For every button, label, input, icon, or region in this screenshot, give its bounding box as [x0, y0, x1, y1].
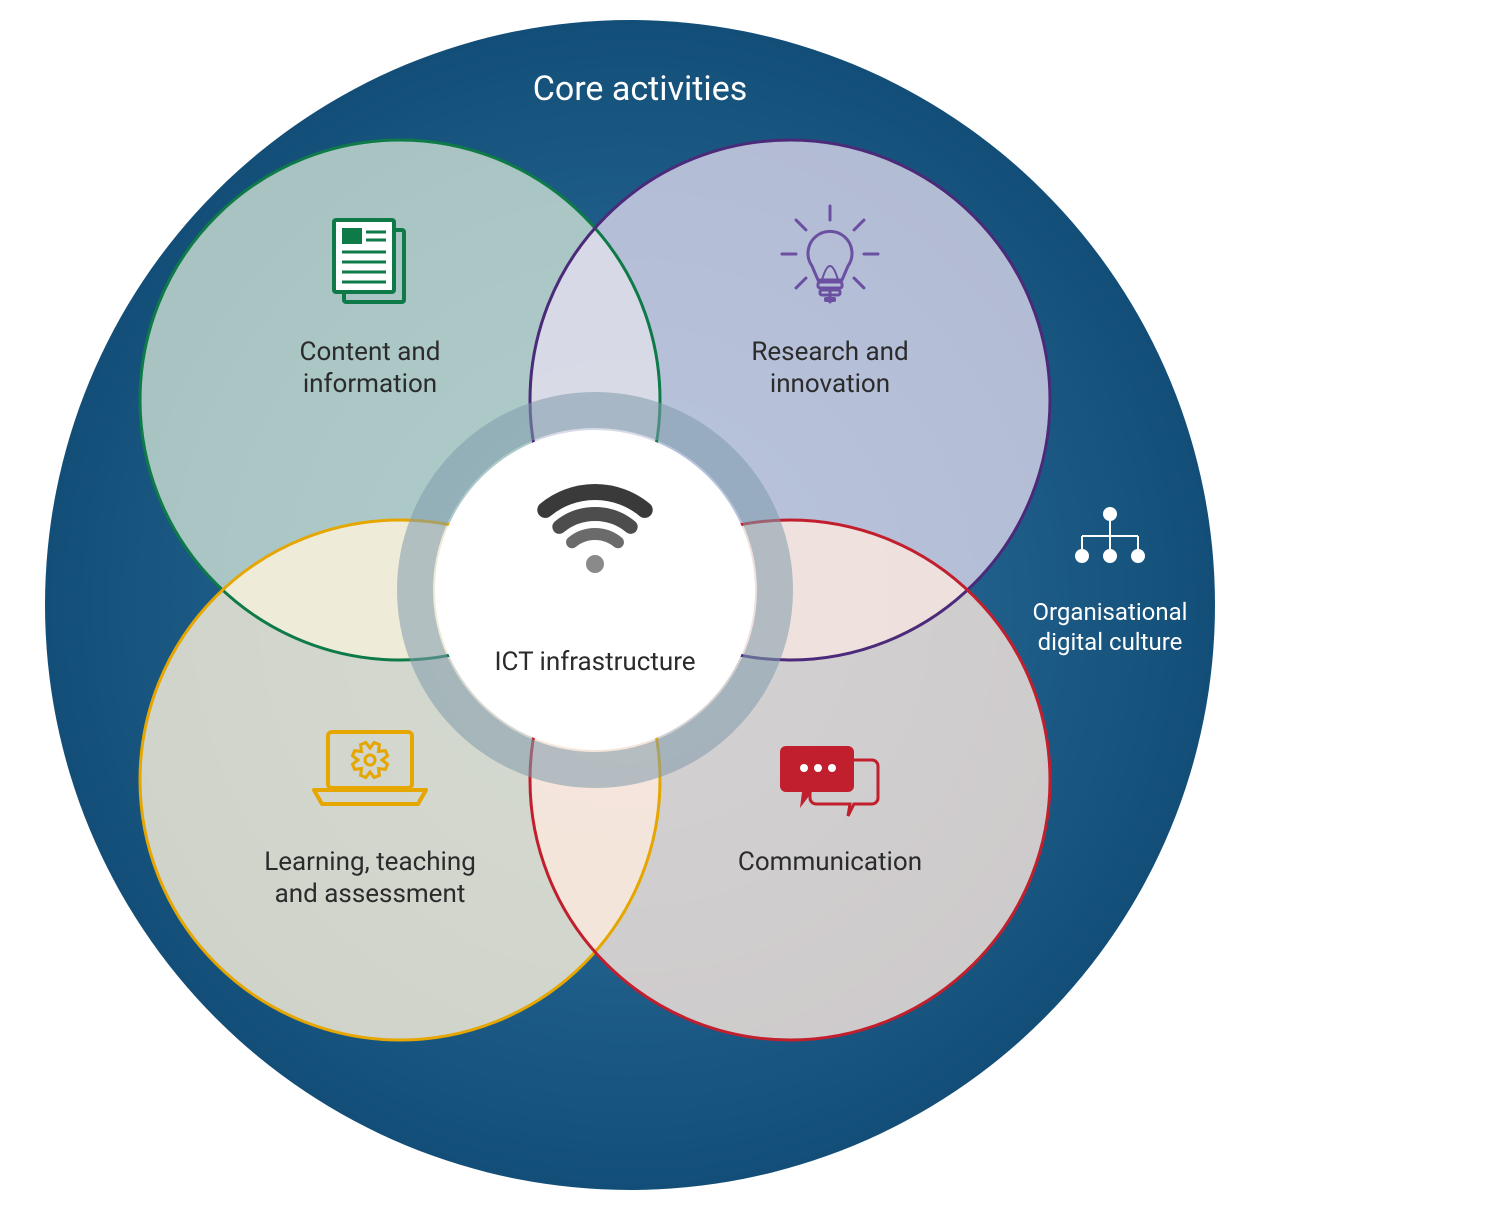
venn-diagram-svg: Core activities Content andinformation Res… [0, 0, 1510, 1210]
label-research-line0: Research and [751, 337, 908, 367]
label-learning-line0: Learning, teaching [264, 847, 476, 877]
newspaper-icon [334, 220, 404, 302]
label-content-line0: Content and [300, 337, 441, 367]
center-label: ICT infrastructure [494, 647, 695, 677]
center-disc [435, 430, 755, 750]
label-content-line1: information [303, 369, 437, 399]
side-label-line1: digital culture [1038, 628, 1183, 656]
side-label-line0: Organisational [1032, 598, 1187, 626]
label-learning-line1: and assessment [275, 879, 466, 909]
diagram-stage: Core activities Content andinformation Res… [0, 0, 1510, 1210]
label-research-line1: innovation [770, 369, 890, 399]
label-communication-line0: Communication [738, 847, 922, 877]
core-activities-title: Core activities [533, 69, 748, 109]
